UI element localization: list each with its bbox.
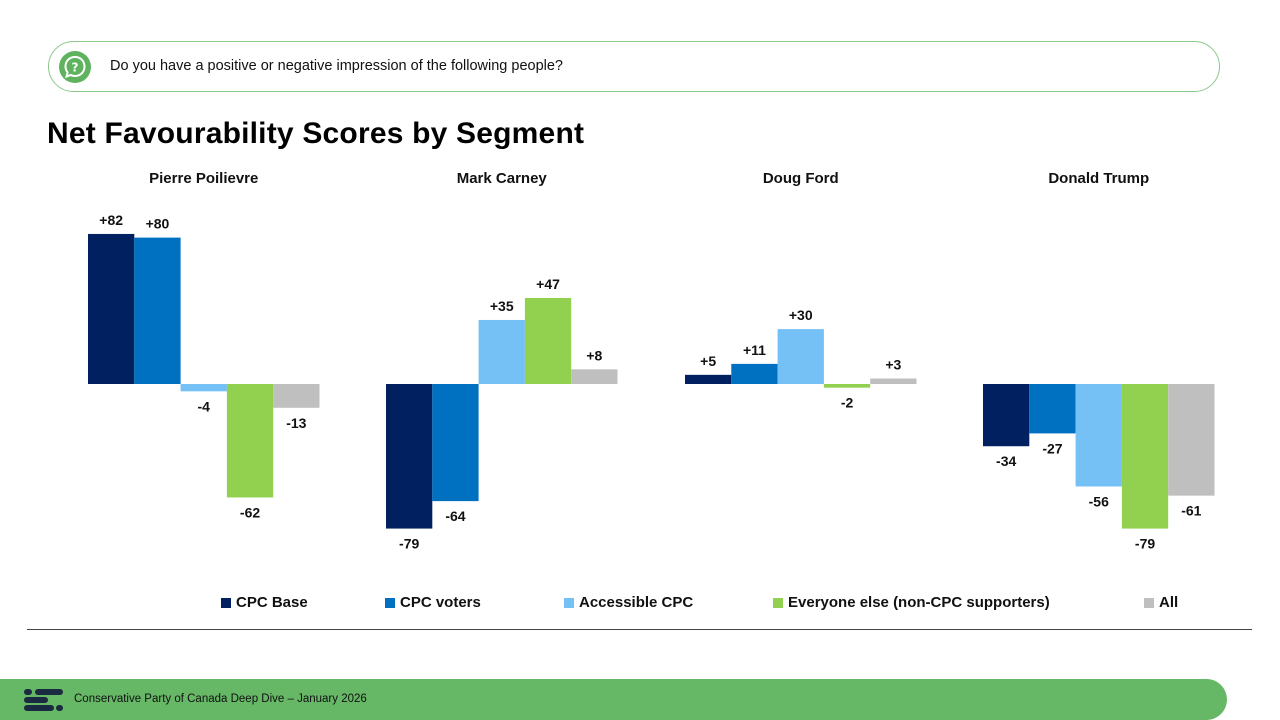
bar-mark-carney-cpc-base (386, 384, 433, 529)
data-label-mark-carney-cpc-base: -79 (399, 536, 419, 552)
legend-label-cpc-voters: CPC voters (400, 594, 481, 611)
data-label-donald-trump-everyone-else-non-cpc-supporters: -79 (1135, 536, 1155, 552)
cpc-logo-icon (24, 689, 63, 711)
data-label-pierre-poilievre-accessible-cpc: -4 (198, 398, 211, 414)
legend-item-everyone-else: Everyone else (non-CPC supporters) (773, 594, 1050, 611)
data-label-donald-trump-cpc-voters: -27 (1042, 440, 1062, 456)
question-box: ? Do you have a positive or negative imp… (48, 41, 1220, 92)
svg-text:?: ? (72, 61, 79, 75)
bar-doug-ford-all (870, 378, 917, 384)
legend-label-everyone-else: Everyone else (non-CPC supporters) (788, 594, 1050, 611)
data-label-doug-ford-everyone-else-non-cpc-supporters: -2 (841, 395, 854, 411)
legend-swatch-everyone-else (773, 597, 783, 608)
data-label-pierre-poilievre-cpc-voters: +80 (146, 216, 170, 232)
question-text: Do you have a positive or negative impre… (110, 58, 563, 74)
bar-donald-trump-everyone-else-non-cpc-supporters (1121, 384, 1169, 529)
legend-item-all: All (1144, 594, 1178, 611)
data-label-donald-trump-cpc-base: -34 (996, 453, 1016, 469)
legend-swatch-accessible-cpc (564, 597, 574, 608)
legend-swatch-all (1144, 597, 1154, 608)
data-label-donald-trump-all: -61 (1181, 503, 1201, 519)
legend-item-cpc-base: CPC Base (221, 594, 308, 611)
data-label-mark-carney-all: +8 (586, 347, 602, 363)
bar-doug-ford-cpc-base (685, 374, 732, 384)
legend-label-cpc-base: CPC Base (236, 594, 308, 611)
bar-donald-trump-cpc-base (983, 384, 1030, 447)
data-label-doug-ford-cpc-voters: +11 (743, 342, 766, 358)
bar-doug-ford-accessible-cpc (777, 329, 824, 384)
data-label-mark-carney-accessible-cpc: +35 (490, 298, 514, 314)
data-label-donald-trump-accessible-cpc: -56 (1089, 493, 1109, 509)
data-label-doug-ford-all: +3 (885, 357, 901, 373)
question-bubble-icon: ? (59, 51, 91, 83)
bar-pierre-poilievre-all (273, 384, 320, 408)
data-label-mark-carney-cpc-voters: -64 (445, 508, 465, 524)
data-label-pierre-poilievre-everyone-else-non-cpc-supporters: -62 (240, 504, 260, 520)
bar-mark-carney-cpc-voters (432, 384, 479, 502)
data-label-pierre-poilievre-cpc-base: +82 (99, 212, 123, 228)
bar-donald-trump-accessible-cpc (1075, 384, 1122, 487)
footer: Conservative Party of Canada Deep Dive –… (0, 679, 1227, 720)
legend-label-accessible-cpc: Accessible CPC (579, 594, 694, 611)
bar-mark-carney-everyone-else-non-cpc-supporters (524, 297, 572, 384)
bar-pierre-poilievre-cpc-base (88, 233, 135, 384)
category-label-pierre-poilievre: Pierre Poilievre (149, 170, 258, 187)
bar-mark-carney-all (571, 369, 618, 384)
bar-pierre-poilievre-cpc-voters (134, 237, 181, 384)
data-label-mark-carney-everyone-else-non-cpc-supporters: +47 (536, 276, 560, 292)
legend-item-cpc-voters: CPC voters (385, 594, 481, 611)
chart: Pierre Poilievre +82 +80 -4 -62 -13 Mark Carne… (88, 170, 1215, 552)
data-label-doug-ford-accessible-cpc: +30 (789, 307, 813, 323)
legend-swatch-cpc-base (221, 597, 231, 608)
divider (27, 629, 1252, 630)
bar-mark-carney-accessible-cpc (478, 319, 525, 384)
data-label-doug-ford-cpc-base: +5 (700, 353, 716, 369)
category-label-doug-ford: Doug Ford (763, 170, 839, 187)
bar-donald-trump-cpc-voters (1029, 384, 1076, 434)
chart-legend: CPC Base CPC voters Accessible CPC Every… (0, 594, 1280, 616)
bar-donald-trump-all (1168, 384, 1215, 496)
page-title: Net Favourability Scores by Segment (47, 117, 585, 150)
bar-pierre-poilievre-accessible-cpc (180, 384, 227, 392)
footer-text: Conservative Party of Canada Deep Dive –… (74, 693, 367, 705)
bar-doug-ford-cpc-voters (731, 363, 778, 384)
category-label-mark-carney: Mark Carney (457, 170, 548, 187)
category-label-donald-trump: Donald Trump (1048, 170, 1149, 187)
legend-swatch-cpc-voters (385, 597, 395, 608)
bar-pierre-poilievre-everyone-else-non-cpc-supporters (226, 384, 274, 498)
legend-item-accessible-cpc: Accessible CPC (564, 594, 693, 611)
legend-label-all: All (1159, 594, 1179, 611)
data-label-pierre-poilievre-all: -13 (286, 415, 306, 431)
bar-doug-ford-everyone-else-non-cpc-supporters (823, 384, 871, 388)
